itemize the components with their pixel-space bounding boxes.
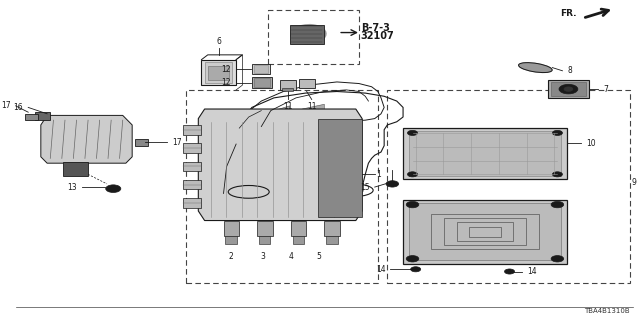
Circle shape xyxy=(386,181,399,187)
Text: 15: 15 xyxy=(360,183,370,192)
Circle shape xyxy=(552,172,563,177)
Bar xyxy=(135,139,148,146)
Bar xyxy=(25,114,38,120)
Text: 32107: 32107 xyxy=(361,31,395,41)
Bar xyxy=(291,220,307,236)
Circle shape xyxy=(564,87,573,91)
Text: FR.: FR. xyxy=(561,9,577,18)
Bar xyxy=(254,78,269,87)
Polygon shape xyxy=(318,119,362,217)
Text: 13: 13 xyxy=(67,183,77,192)
Text: 9: 9 xyxy=(632,178,637,187)
Bar xyxy=(259,236,270,244)
Bar xyxy=(548,80,589,98)
Bar xyxy=(403,200,567,264)
Circle shape xyxy=(408,130,417,135)
Text: 14: 14 xyxy=(527,267,537,276)
Ellipse shape xyxy=(519,63,552,72)
Polygon shape xyxy=(41,116,132,163)
Text: TBA4B1310B: TBA4B1310B xyxy=(584,308,630,314)
Ellipse shape xyxy=(237,188,260,196)
Bar xyxy=(410,203,561,260)
Circle shape xyxy=(552,130,563,135)
Bar xyxy=(268,10,359,64)
Bar xyxy=(431,214,538,249)
Text: 5: 5 xyxy=(317,252,322,261)
Bar xyxy=(444,218,526,245)
Bar xyxy=(257,220,273,236)
Bar xyxy=(182,143,202,153)
Text: 16: 16 xyxy=(13,103,23,112)
Polygon shape xyxy=(198,109,362,220)
Ellipse shape xyxy=(291,25,326,44)
Bar xyxy=(387,90,630,283)
Bar xyxy=(182,180,202,189)
Text: 11: 11 xyxy=(307,102,316,111)
Text: 10: 10 xyxy=(586,139,595,148)
Text: 11: 11 xyxy=(283,102,292,111)
Bar xyxy=(182,198,202,208)
Text: 12: 12 xyxy=(221,78,231,87)
Bar xyxy=(205,62,232,83)
Text: 2: 2 xyxy=(228,252,234,261)
Bar xyxy=(551,82,586,96)
Bar xyxy=(223,220,239,236)
Circle shape xyxy=(106,185,121,193)
Bar xyxy=(290,25,324,44)
Circle shape xyxy=(551,201,564,208)
Bar xyxy=(410,131,561,176)
Text: B-7-3: B-7-3 xyxy=(361,23,390,33)
Bar xyxy=(202,60,236,85)
Text: 1: 1 xyxy=(376,170,381,179)
Circle shape xyxy=(559,84,578,94)
Circle shape xyxy=(406,201,419,208)
Ellipse shape xyxy=(342,187,364,194)
Bar xyxy=(252,64,269,74)
Text: 4: 4 xyxy=(289,252,293,261)
Text: 12: 12 xyxy=(221,65,231,74)
Text: 14: 14 xyxy=(376,265,385,274)
Circle shape xyxy=(411,267,420,272)
Text: 3: 3 xyxy=(260,252,265,261)
Circle shape xyxy=(551,256,564,262)
Bar xyxy=(456,222,513,241)
Circle shape xyxy=(408,172,417,177)
Bar xyxy=(182,162,202,171)
Circle shape xyxy=(504,269,515,274)
Bar xyxy=(326,236,337,244)
Bar xyxy=(35,112,51,120)
Bar xyxy=(292,236,304,244)
Text: 6: 6 xyxy=(217,37,221,46)
Bar xyxy=(252,77,272,88)
Bar xyxy=(469,227,500,237)
Bar xyxy=(186,90,378,283)
Polygon shape xyxy=(296,104,324,123)
Bar xyxy=(225,236,237,244)
Bar xyxy=(208,66,229,80)
Text: 17: 17 xyxy=(172,138,182,147)
Bar xyxy=(282,88,294,92)
Bar xyxy=(63,162,88,176)
Bar xyxy=(253,65,268,73)
Text: 7: 7 xyxy=(604,84,608,94)
Bar xyxy=(299,79,315,88)
Polygon shape xyxy=(268,106,290,125)
Polygon shape xyxy=(346,155,359,187)
Bar xyxy=(280,80,296,90)
Bar xyxy=(182,125,202,134)
Bar xyxy=(324,220,340,236)
Circle shape xyxy=(109,187,117,191)
Text: 17: 17 xyxy=(1,101,11,110)
Bar xyxy=(403,128,567,179)
Circle shape xyxy=(406,256,419,262)
Text: 8: 8 xyxy=(568,66,572,75)
